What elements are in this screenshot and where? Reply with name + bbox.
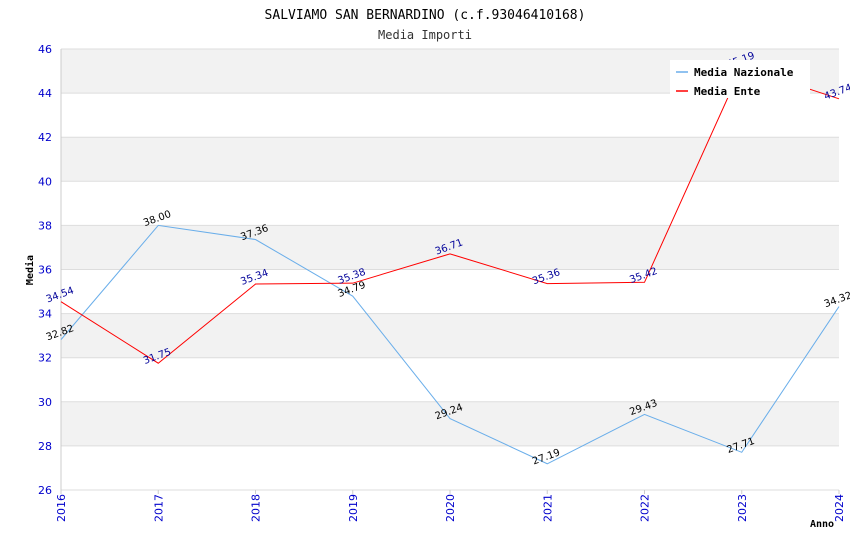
- legend-label: Media Nazionale: [694, 66, 794, 79]
- grid-band: [61, 137, 839, 182]
- chart-title: SALVIAMO SAN BERNARDINO (c.f.93046410168…: [265, 8, 586, 23]
- legend-box: [670, 60, 810, 98]
- x-tick-label: 2021: [541, 494, 554, 522]
- data-label: 27.19: [531, 447, 562, 467]
- data-label: 34.54: [45, 285, 76, 305]
- y-tick-label: 40: [38, 175, 52, 188]
- data-label: 35.36: [531, 267, 562, 287]
- x-tick-label: 2019: [347, 494, 360, 522]
- legend: Media Nazionale Media Ente: [670, 60, 810, 98]
- grid-band: [61, 401, 839, 446]
- y-tick-label: 36: [38, 264, 52, 277]
- y-tick-label: 38: [38, 219, 52, 232]
- y-tick-label: 34: [38, 308, 52, 321]
- x-tick-label: 2017: [152, 494, 165, 522]
- grid-band: [61, 225, 839, 270]
- chart-subtitle: Media Importi: [378, 28, 472, 42]
- y-axis-title: Media: [24, 255, 36, 285]
- x-tick-label: 2016: [55, 494, 68, 522]
- x-tick-label: 2018: [250, 494, 263, 522]
- y-tick-label: 46: [38, 43, 52, 56]
- x-tick-label: 2023: [736, 494, 749, 522]
- y-tick-label: 44: [38, 87, 52, 100]
- data-label: 34.32: [823, 290, 850, 310]
- y-tick-label: 42: [38, 131, 52, 144]
- grid-bands: [61, 49, 839, 446]
- y-tick-label: 32: [38, 352, 52, 365]
- series-group: [60, 66, 840, 465]
- x-tick-label: 2022: [639, 494, 652, 522]
- x-tick-label: 2024: [833, 494, 846, 522]
- y-tick-label: 28: [38, 440, 52, 453]
- grid-band: [61, 313, 839, 358]
- grid-lines: [60, 48, 839, 491]
- y-tick-label: 30: [38, 396, 52, 409]
- series-line-0: [60, 224, 840, 465]
- x-axis-title: Anno: [810, 519, 834, 530]
- y-axis-ticks: 26 28 30 32 34 36 38 40 42 44 46: [38, 43, 52, 497]
- series-line-1: [60, 66, 840, 364]
- legend-label: Media Ente: [694, 85, 761, 98]
- y-tick-label: 26: [38, 484, 52, 497]
- x-tick-label: 2020: [444, 494, 457, 522]
- x-axis-ticks: 2016 2017 2018 2019 2020 2021 2022 2023 2024: [55, 490, 846, 522]
